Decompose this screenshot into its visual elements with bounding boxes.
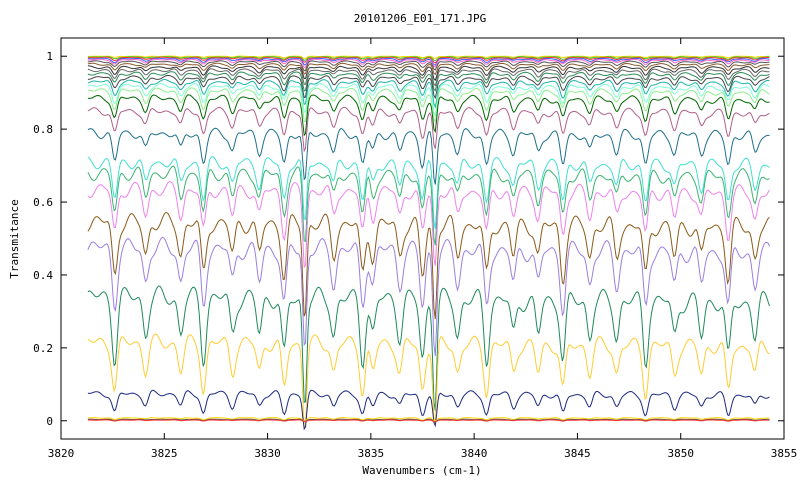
series-line [87,56,770,64]
series-line [87,62,770,76]
series-line [87,236,770,357]
series-line [87,211,770,319]
series-line [87,55,770,60]
series-line [87,87,770,124]
series-line [87,65,770,82]
y-tick-label: 0.4 [33,269,53,282]
x-tick-label: 3825 [151,447,178,460]
series-line [87,333,770,430]
x-tick-label: 3830 [254,447,281,460]
series-line [87,58,770,68]
x-tick-label: 3820 [48,447,75,460]
series-line [87,165,770,246]
series-line [87,71,770,92]
series-line [87,155,770,229]
x-tick-label: 3845 [564,447,591,460]
series-line [87,418,770,423]
x-axis: 3820 3825 3830 3835 3840 3845 3850 3855 [48,38,798,460]
x-tick-label: 3840 [461,447,488,460]
series-line [87,94,770,137]
series-line [87,57,770,66]
series-line [87,419,770,423]
chart-title: 20101206_E01_171.JPG [354,12,486,25]
series-line [87,60,770,72]
y-tick-label: 0.2 [33,342,53,355]
series-line [87,79,770,109]
plot-frame [60,37,785,440]
x-tick-label: 3850 [667,447,694,460]
y-axis-label: Transmitance [8,199,21,278]
series-line [87,83,770,118]
series-line [87,106,770,153]
series-line [87,417,770,422]
y-axis: 0 0.2 0.4 0.6 0.8 1 [33,50,784,428]
series-line [87,127,770,185]
series-line [87,56,770,62]
series-line [87,285,770,411]
y-tick-label: 0.6 [33,196,53,209]
y-tick-label: 0.8 [33,123,53,136]
y-tick-label: 1 [46,50,53,63]
y-tick-label: 0 [46,415,53,428]
x-tick-label: 3835 [358,447,385,460]
series-line [87,74,770,100]
series-line [87,68,770,87]
x-tick-label: 3855 [771,447,798,460]
series-layer [87,55,770,431]
series-line [87,180,770,269]
x-axis-label: Wavenumbers (cm-1) [362,464,481,477]
series-line [87,389,770,431]
